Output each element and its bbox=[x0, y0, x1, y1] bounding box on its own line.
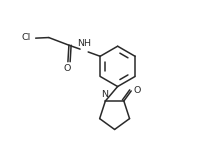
Text: O: O bbox=[63, 64, 70, 73]
Text: O: O bbox=[133, 86, 140, 95]
Text: Cl: Cl bbox=[21, 33, 31, 42]
Text: N: N bbox=[100, 90, 107, 99]
Text: NH: NH bbox=[76, 39, 90, 48]
